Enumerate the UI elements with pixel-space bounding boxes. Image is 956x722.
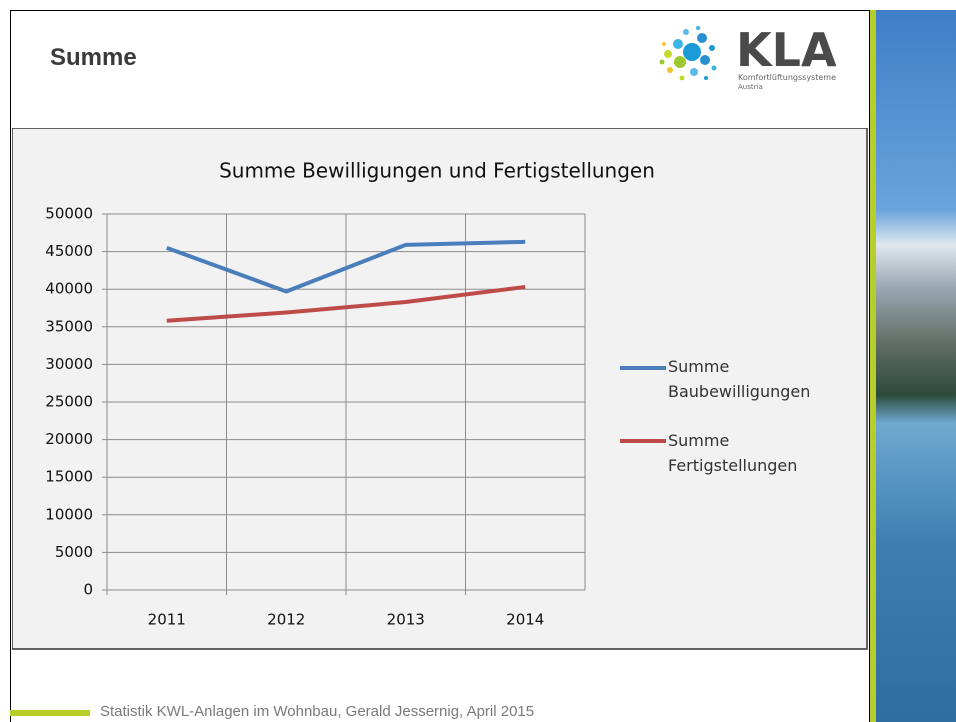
logo: KLA Komfortlüftungssysteme Austria [659,23,837,91]
chart-background [12,128,868,650]
x-tick-label: 2012 [267,611,305,629]
x-tick-label: 2014 [506,611,544,629]
series-line [166,284,526,323]
y-tick-label: 35000 [45,317,93,335]
y-tick-label: 40000 [45,280,93,298]
series-line [166,239,526,294]
y-tick-label: 50000 [45,205,93,223]
footer-text: Statistik KWL-Anlagen im Wohnbau, Gerald… [100,703,535,720]
logo-line2: Austria [738,83,763,91]
y-tick-label: 10000 [45,505,93,523]
y-tick-label: 15000 [45,468,93,486]
logo-dots [659,26,717,81]
y-tick-label: 20000 [45,430,93,448]
logo-name: KLA [736,23,837,77]
y-tick-label: 25000 [45,393,93,411]
footer-bar [10,710,90,716]
y-tick-label: 5000 [55,543,93,561]
chart: Summe Bewilligungen und Fertigstellungen… [12,128,868,650]
slide-title: Summe [50,44,137,71]
side-photo [872,10,956,722]
y-tick-label: 45000 [45,242,93,260]
slide-frame [10,10,870,722]
x-tick-label: 2013 [387,611,425,629]
legend-entry: Summe Baubewilligungen [668,357,811,401]
y-tick-label: 30000 [45,355,93,373]
x-tick-label: 2011 [148,611,186,629]
legend-entry: Summe Fertigstellungen [668,431,798,475]
y-tick-label: 0 [83,581,93,599]
accent-line [870,10,876,722]
chart-title: Summe Bewilligungen und Fertigstellungen [219,159,655,183]
logo-line1: Komfortlüftungssysteme [738,73,836,82]
